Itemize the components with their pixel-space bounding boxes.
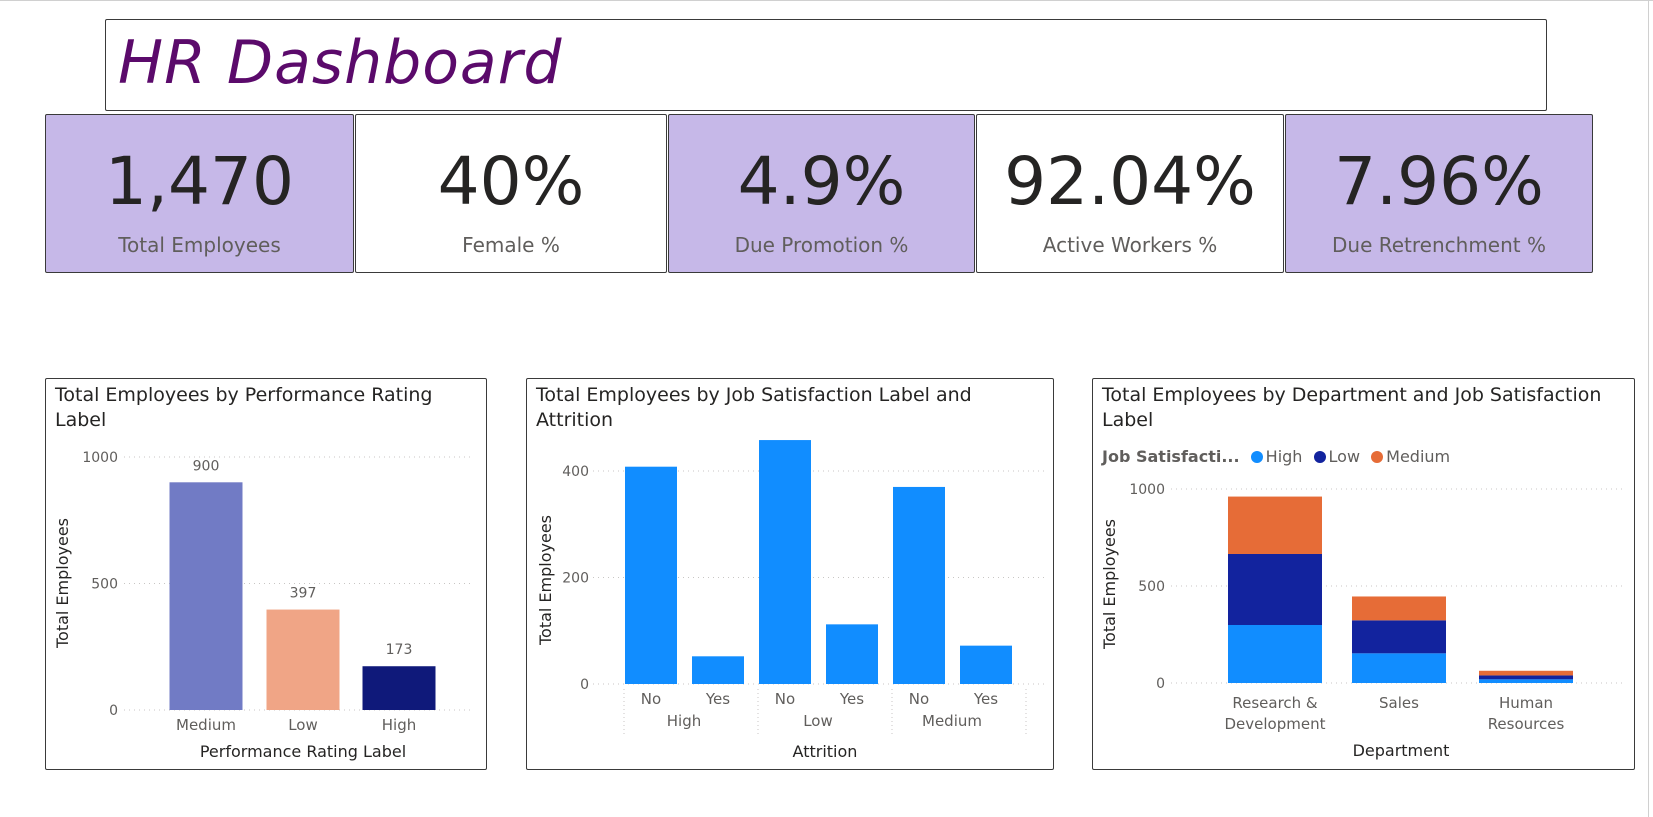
legend-item-medium[interactable]: Medium (1371, 447, 1450, 466)
y-axis-title: Total Employees (53, 518, 72, 649)
x-axis-title: Performance Rating Label (200, 742, 406, 761)
x-group-label: High (667, 712, 701, 730)
bar-sales-medium[interactable] (1352, 596, 1446, 621)
kpi-label: Due Retrenchment % (1332, 233, 1546, 257)
x-tick-label: Human (1499, 694, 1553, 712)
chart-title: Total Employees by Performance Rating La… (55, 384, 433, 431)
legend-swatch (1371, 451, 1384, 463)
bar-sales-low[interactable] (1352, 620, 1446, 654)
chart-title: Total Employees by Department and Job Sa… (1102, 384, 1602, 431)
legend-swatch (1313, 451, 1326, 463)
y-axis-title: Total Employees (1100, 519, 1119, 650)
bar-medium[interactable] (169, 482, 243, 710)
y-tick-label: 0 (1156, 676, 1165, 692)
bar-human-resources-medium[interactable] (1479, 670, 1573, 676)
x-tick-label: No (909, 690, 929, 708)
dashboard-title: HR Dashboard (118, 28, 563, 98)
kpi-value: 1,470 (105, 143, 294, 220)
chart-performance-rating[interactable]: Total Employees by Performance Rating La… (45, 378, 487, 770)
kpi-value: 4.9% (737, 143, 906, 220)
bar-high[interactable] (362, 666, 436, 710)
y-tick-label: 200 (562, 570, 589, 586)
kpi-value: 7.96% (1334, 143, 1544, 220)
chart-job-satisfaction-attrition[interactable]: Total Employees by Job Satisfaction Labe… (526, 378, 1054, 770)
chart-legend: Job Satisfacti... High Low Medium (1102, 447, 1456, 466)
legend-title: Job Satisfacti... (1102, 447, 1240, 466)
y-tick-label: 0 (580, 677, 589, 693)
legend-label: High (1265, 447, 1303, 466)
data-label: 900 (193, 458, 220, 474)
chart-department-satisfaction-plot: 0 500 1000 Total Employees Research & Develop… (1100, 482, 1623, 760)
top-border (0, 0, 1653, 1)
x-tick-label: Yes (973, 690, 998, 708)
kpi-label: Female % (462, 233, 560, 257)
x-tick-label: No (641, 690, 661, 708)
bar-low[interactable] (266, 609, 340, 710)
chart-department-satisfaction[interactable]: Total Employees by Department and Job Sa… (1092, 378, 1635, 770)
kpi-card-due-retrenchment[interactable]: 7.96% Due Retrenchment % (1285, 114, 1593, 273)
data-label: 397 (290, 586, 317, 602)
bar-research-development-medium[interactable] (1228, 496, 1322, 554)
y-tick-label: 1000 (82, 450, 118, 466)
kpi-value: 92.04% (1004, 143, 1256, 220)
legend-label: Medium (1386, 447, 1451, 466)
y-tick-label: 500 (91, 577, 118, 593)
x-tick-label: Resources (1488, 715, 1565, 733)
kpi-label: Total Employees (118, 233, 281, 257)
kpi-label: Due Promotion % (734, 233, 909, 257)
x-tick-label: Yes (839, 690, 864, 708)
y-tick-label: 0 (109, 703, 118, 719)
legend-item-high[interactable]: High (1250, 447, 1303, 466)
kpi-value: 40% (437, 143, 585, 220)
x-tick-label: High (382, 716, 416, 734)
x-tick-label: Yes (705, 690, 730, 708)
data-label: 173 (386, 642, 413, 658)
bar-sales-high[interactable] (1352, 653, 1446, 683)
bar-research-development-high[interactable] (1228, 624, 1322, 683)
kpi-card-due-promotion[interactable]: 4.9% Due Promotion % (668, 114, 975, 273)
legend-label: Low (1328, 447, 1361, 466)
x-tick-label: No (775, 690, 795, 708)
x-tick-label: Development (1225, 715, 1326, 733)
legend-item-low[interactable]: Low (1313, 447, 1361, 466)
y-axis-title: Total Employees (536, 515, 555, 646)
y-tick-label: 1000 (1129, 482, 1165, 498)
kpi-label: Active Workers % (1042, 233, 1218, 257)
chart-performance-rating-plot: 0 500 1000 Total Employees 900 Medium 397 Low 17… (53, 450, 474, 761)
legend-swatch (1250, 451, 1263, 463)
y-tick-label: 400 (562, 464, 589, 480)
kpi-card-female-pct[interactable]: 40% Female % (355, 114, 667, 273)
bar-medium-no[interactable] (893, 486, 945, 684)
y-tick-label: 500 (1138, 579, 1165, 595)
bar-high-no[interactable] (625, 466, 677, 684)
x-tick-label: Research & (1232, 694, 1318, 712)
x-tick-label: Low (288, 716, 318, 734)
chart-title: Total Employees by Job Satisfaction Labe… (536, 384, 972, 431)
dashboard-title-box: HR Dashboard (105, 19, 1547, 111)
x-group-label: Medium (922, 712, 982, 730)
x-group-label: Low (803, 712, 833, 730)
bar-human-resources-low[interactable] (1479, 675, 1573, 680)
x-tick-label: Medium (176, 716, 236, 734)
kpi-card-active-workers[interactable]: 92.04% Active Workers % (976, 114, 1284, 273)
x-tick-label: Sales (1379, 694, 1419, 712)
bar-research-development-low[interactable] (1228, 553, 1322, 625)
x-axis-title: Attrition (793, 742, 858, 761)
x-axis-title: Department (1353, 741, 1450, 760)
bar-high-yes[interactable] (692, 656, 744, 684)
kpi-card-total-employees[interactable]: 1,470 Total Employees (45, 114, 354, 273)
bar-low-yes[interactable] (826, 624, 878, 684)
bar-low-no[interactable] (759, 440, 811, 684)
bar-human-resources-high[interactable] (1479, 679, 1573, 683)
right-border (1648, 0, 1649, 817)
bar-medium-yes[interactable] (960, 645, 1012, 684)
